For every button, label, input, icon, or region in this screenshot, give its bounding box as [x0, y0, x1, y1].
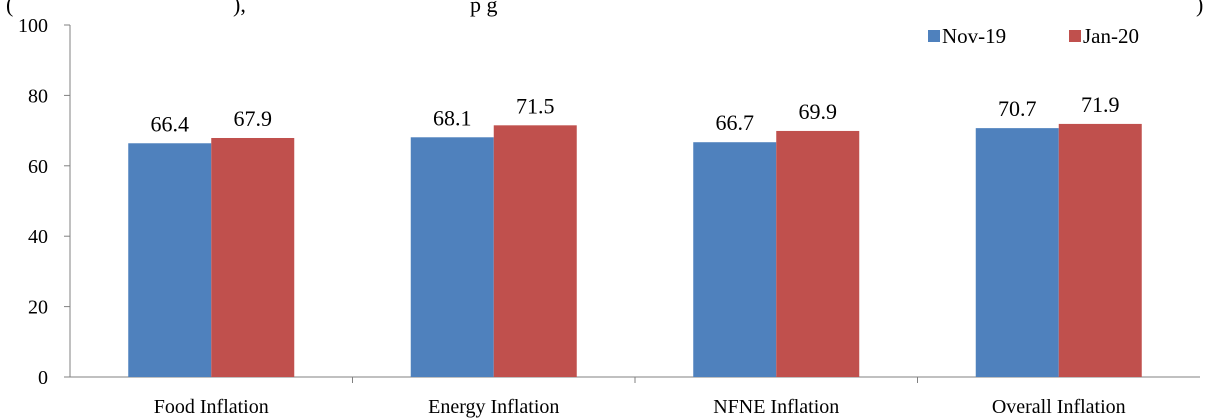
bar: [1058, 123, 1142, 377]
y-tick-label: 20: [28, 297, 48, 319]
y-tick-label: 60: [28, 156, 48, 178]
legend-swatch: [1069, 30, 1081, 42]
header-text-right: p g: [470, 0, 498, 17]
data-label: 67.9: [234, 106, 273, 131]
data-label: 68.1: [433, 105, 472, 130]
y-tick-label: 100: [18, 15, 48, 37]
bar: [410, 137, 494, 377]
category-label: NFNE Inflation: [713, 396, 839, 418]
data-label: 71.5: [516, 93, 555, 118]
data-label: 71.9: [1081, 92, 1120, 117]
y-tick-label: 80: [28, 85, 48, 107]
y-tick-label: 40: [28, 226, 48, 248]
category-label: Overall Inflation: [992, 396, 1126, 418]
header-text-end: ): [1196, 0, 1203, 17]
data-label: 66.4: [151, 111, 190, 136]
legend-swatch: [928, 30, 940, 42]
header-text-left: (: [6, 0, 13, 17]
bar: [975, 128, 1059, 377]
category-labels: Food Inflation Energy Inflation NFNE Infla…: [154, 396, 1126, 418]
bar: [211, 137, 295, 377]
y-axis-ticks: 0 20 40 60 80 100: [18, 15, 70, 389]
bar: [493, 125, 577, 377]
bars: [128, 123, 1142, 377]
data-labels: 66.4 67.9 68.1 71.5 66.7 69.9 70.7 71.9: [151, 92, 1120, 136]
legend-label: Nov-19: [942, 24, 1006, 48]
data-label: 69.9: [799, 99, 838, 124]
category-label: Energy Inflation: [428, 396, 559, 418]
y-tick-label: 0: [38, 367, 48, 389]
data-label: 70.7: [998, 96, 1037, 121]
category-label: Food Inflation: [154, 396, 269, 418]
bar: [693, 142, 777, 377]
bar: [128, 143, 212, 377]
bar: [776, 130, 860, 377]
header-text-mid: ),: [233, 0, 246, 17]
data-label: 66.7: [716, 110, 755, 135]
legend: Nov-19 Jan-20: [928, 24, 1139, 48]
chart-header-partial-text: ( ), p g ): [6, 0, 1203, 17]
legend-label: Jan-20: [1083, 24, 1139, 48]
